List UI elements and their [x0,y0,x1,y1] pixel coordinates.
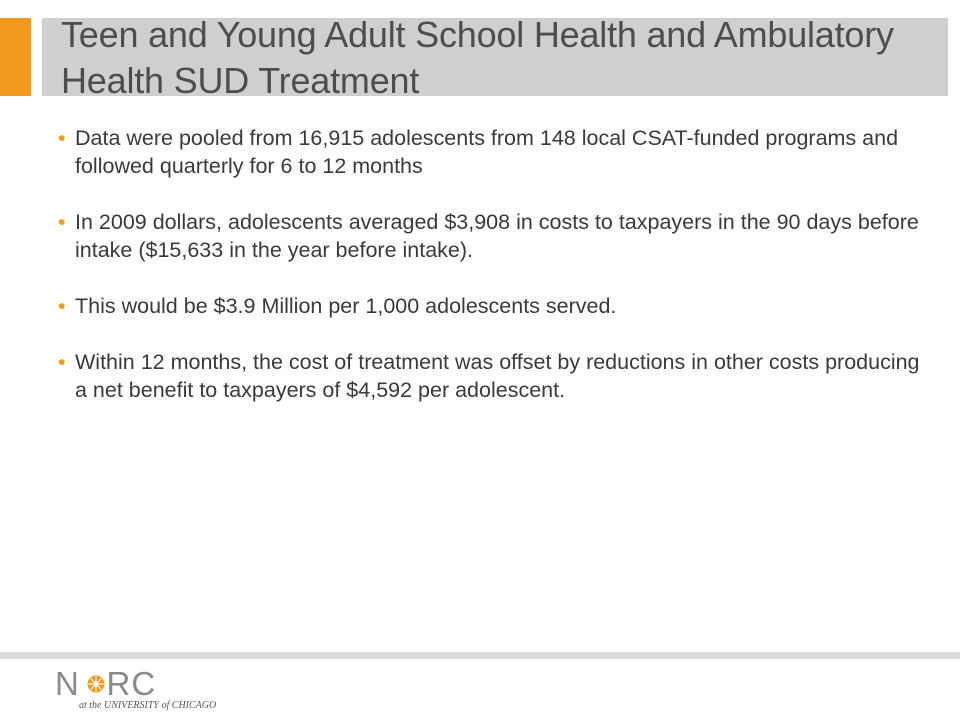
bullet-item: • In 2009 dollars, adolescents averaged … [58,208,928,264]
bullet-dot: • [58,350,66,374]
footer-divider [0,652,960,659]
bullet-dot: • [58,294,66,318]
logo-tagline: at the UNIVERSITY of CHICAGO [79,700,217,711]
title-accent-bar [0,18,31,96]
bullet-text: In 2009 dollars, adolescents averaged $3… [75,210,919,262]
slide-title: Teen and Young Adult School Health and A… [61,14,894,101]
norc-logo: NORC at the UNIVERSITY of CHICAGO [55,667,235,713]
bullet-list: • Data were pooled from 16,915 adolescen… [58,124,928,432]
bullet-dot: • [58,210,66,234]
bullet-text: Data were pooled from 16,915 adolescents… [75,126,899,178]
bullet-dot: • [58,126,66,150]
bullet-text: Within 12 months, the cost of treatment … [75,350,920,402]
bullet-text: This would be $3.9 Million per 1,000 ado… [75,294,617,318]
bullet-item: • Within 12 months, the cost of treatmen… [58,348,928,404]
bullet-item: • Data were pooled from 16,915 adolescen… [58,124,928,180]
bullet-item: • This would be $3.9 Million per 1,000 a… [58,292,928,320]
title-band [42,18,948,96]
logo-wordmark: NORC [55,665,157,702]
sunburst-star-icon [87,675,105,693]
